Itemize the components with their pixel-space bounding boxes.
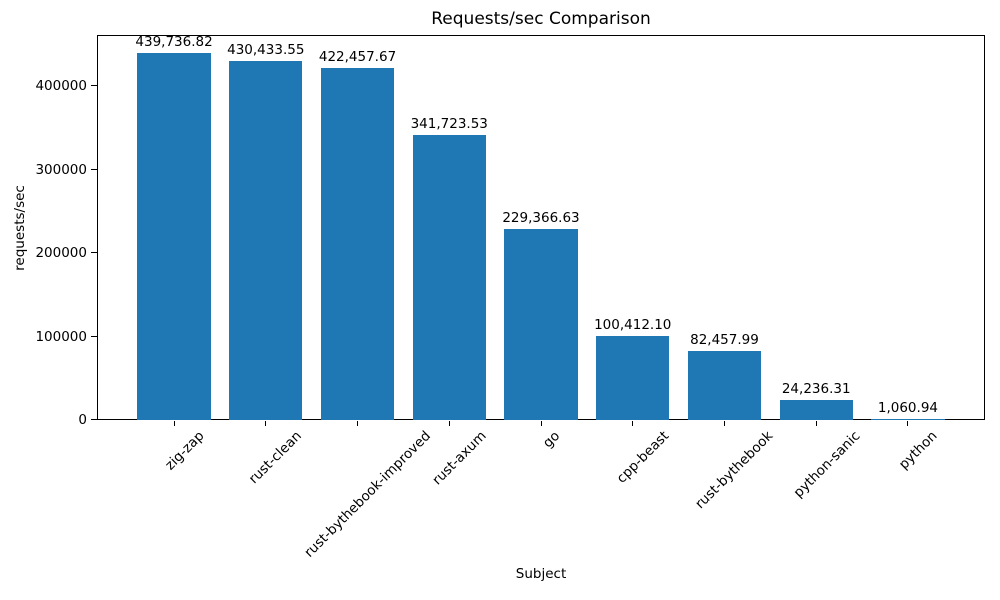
- x-tick-label: rust-bythebook: [692, 428, 777, 513]
- y-tick-label: 200000: [35, 245, 87, 262]
- x-tick-label: rust-bythebook-improved: [301, 428, 434, 561]
- x-tick-label: python-sanic: [790, 428, 864, 501]
- x-tick-mark: [723, 421, 725, 426]
- x-tick-mark: [815, 421, 817, 426]
- y-tick-label: 100000: [35, 328, 87, 345]
- y-tick-mark: [91, 336, 97, 337]
- y-tick-label: 0: [78, 412, 87, 428]
- bar: [779, 399, 853, 420]
- x-tick-mark: [907, 421, 909, 426]
- bar: [137, 53, 211, 420]
- y-tick-label: 300000: [35, 161, 87, 178]
- x-tick-mark: [632, 421, 634, 426]
- x-tick-label: zig-zap: [161, 428, 208, 474]
- y-tick-mark: [91, 169, 97, 170]
- x-tick-mark: [540, 421, 542, 426]
- x-tick-mark: [448, 421, 450, 426]
- bar: [412, 135, 486, 420]
- x-tick-mark: [357, 421, 359, 426]
- bar-value-label: 100,412.10: [594, 317, 672, 334]
- bar-value-label: 430,433.55: [227, 42, 305, 59]
- bar: [320, 67, 395, 420]
- bar-value-label: 24,236.31: [781, 380, 851, 397]
- bar: [229, 61, 303, 420]
- bar: [596, 336, 670, 420]
- bar-value-label: 439,736.82: [135, 34, 213, 51]
- bar-value-label: 82,457.99: [690, 332, 759, 349]
- y-tick-mark: [91, 85, 97, 86]
- x-tick-label: rust-axum: [429, 428, 490, 489]
- y-tick-mark: [91, 252, 97, 253]
- x-tick-label: python: [895, 428, 941, 473]
- bar-value-label: 341,723.53: [410, 116, 488, 133]
- x-tick-mark: [265, 421, 267, 426]
- bar: [871, 419, 945, 420]
- x-tick-mark: [173, 421, 175, 426]
- bar: [687, 351, 762, 420]
- y-tick-label: 400000: [35, 78, 87, 95]
- x-tick-label: go: [539, 428, 563, 452]
- bar: [504, 228, 578, 420]
- y-tick-mark: [91, 419, 97, 420]
- chart-title: Requests/sec Comparison: [431, 9, 651, 29]
- x-axis-label: Subject: [515, 566, 567, 582]
- bar-value-label: 229,366.63: [502, 209, 580, 226]
- bar-value-label: 1,060.94: [877, 400, 938, 416]
- x-tick-label: rust-clean: [246, 428, 306, 488]
- x-tick-label: cpp-beast: [613, 428, 673, 487]
- bar-value-label: 422,457.67: [318, 48, 397, 65]
